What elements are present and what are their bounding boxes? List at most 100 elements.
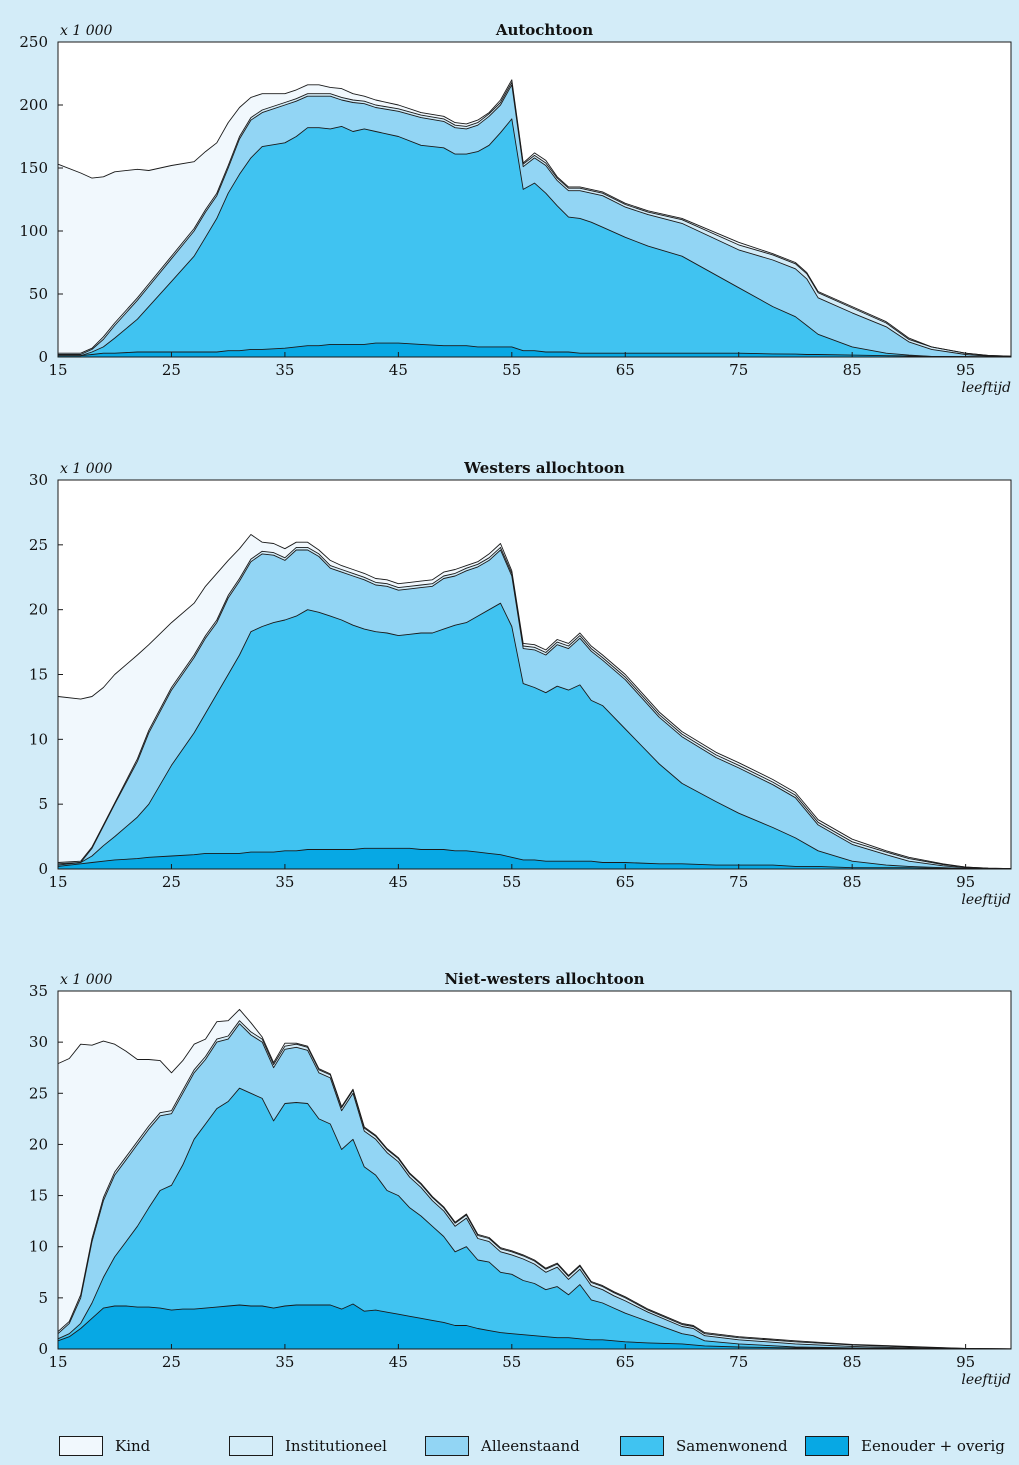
y-unit-label: x 1 000 (60, 972, 113, 988)
legend-item-institutioneel: Institutioneel (229, 1434, 387, 1458)
y-tick-label: 250 (19, 33, 48, 51)
area-samenwonend (58, 118, 1011, 358)
x-tick-label: 65 (616, 1353, 635, 1371)
y-tick-label: 0 (38, 860, 48, 878)
x-tick-label: 25 (162, 361, 181, 379)
x-tick-label: 25 (162, 873, 181, 891)
x-tick-label: 35 (275, 1353, 294, 1371)
x-tick-label: 95 (956, 1353, 975, 1371)
x-axis-label: leeftijd (961, 1372, 1011, 1388)
line-alleenstaand (57, 549, 1012, 870)
legend-item-kind: Kind (59, 1434, 150, 1458)
chart-panel-autochtoon: 0 50 100 150 200 250 15 25 35 45 55 65 75 85 95 Autocht… (19, 21, 1012, 396)
legend-label-alleenstaand: Alleenstaand (481, 1437, 580, 1455)
x-tick-label: 65 (616, 873, 635, 891)
area-eenouder-overig (58, 848, 1011, 869)
x-axis-label: leeftijd (961, 892, 1011, 908)
line-kind (57, 534, 1012, 870)
y-tick-label: 0 (38, 348, 48, 366)
line-alleenstaand (57, 1023, 1012, 1350)
line-eenouder-overig (57, 847, 1012, 870)
y-tick-label: 0 (38, 1340, 48, 1358)
x-tick-label: 85 (843, 361, 862, 379)
line-eenouder-overig (58, 342, 1012, 358)
y-tick-label: 35 (29, 982, 48, 1000)
x-axis-label: leeftijd (961, 380, 1011, 396)
chart-panel-niet-westers-allochtoon: 0 5 10 15 20 25 30 35 15 25 35 45 55 65 75 85 95 Niet-wes… (29, 970, 1012, 1388)
legend-item-eenouder-overig: Eenouder + overig (805, 1434, 1005, 1458)
x-tick-label: 65 (616, 361, 635, 379)
y-unit-label: x 1 000 (60, 461, 113, 477)
x-tick-label: 25 (162, 1353, 181, 1371)
y-tick-label: 200 (19, 96, 48, 114)
x-tick-label: 75 (729, 361, 748, 379)
area-samenwonend (58, 1088, 1011, 1349)
x-tick-label: 45 (389, 873, 408, 891)
chart-legend: Kind Institutioneel Alleenstaand Samenwo… (55, 1430, 1015, 1460)
legend-swatch-kind (59, 1436, 103, 1456)
x-tick-label: 35 (275, 873, 294, 891)
legend-label-eenouder-overig: Eenouder + overig (861, 1437, 1005, 1455)
legend-label-kind: Kind (115, 1437, 151, 1455)
x-tick-label: 35 (275, 361, 294, 379)
x-tick-label: 15 (48, 361, 67, 379)
x-tick-label: 55 (502, 873, 521, 891)
y-tick-label: 25 (29, 1084, 48, 1102)
line-alleenstaand (58, 84, 1012, 358)
x-tick-label: 15 (48, 1353, 67, 1371)
y-tick-label: 20 (29, 601, 48, 619)
chart-panel-westers-allochtoon: 0 5 10 15 20 25 30 15 25 35 45 55 65 75 85 95 Westers al… (29, 459, 1012, 908)
y-unit-label: x 1 000 (60, 23, 113, 39)
line-institutioneel (57, 546, 1012, 870)
x-tick-label: 95 (956, 873, 975, 891)
legend-swatch-institutioneel (229, 1436, 273, 1456)
area-eenouder-overig (58, 343, 1011, 357)
line-institutioneel (57, 1020, 1012, 1350)
y-tick-label: 30 (29, 471, 48, 489)
y-tick-label: 150 (19, 159, 48, 177)
chart-title: Niet-westers allochtoon (444, 970, 644, 988)
y-tick-label: 20 (29, 1135, 48, 1153)
y-tick-label: 100 (19, 222, 48, 240)
x-tick-label: 75 (729, 873, 748, 891)
line-samenwonend (57, 602, 1012, 870)
legend-swatch-samenwonend (620, 1436, 664, 1456)
legend-swatch-alleenstaand (425, 1436, 469, 1456)
x-tick-label: 55 (502, 1353, 521, 1371)
line-samenwonend (58, 118, 1011, 358)
legend-item-samenwonend: Samenwonend (620, 1434, 788, 1458)
chart-title: Autochtoon (495, 21, 593, 39)
y-tick-label: 5 (38, 1289, 48, 1307)
x-tick-label: 15 (48, 873, 67, 891)
line-kind (57, 79, 1012, 357)
y-tick-label: 50 (29, 285, 48, 303)
x-tick-label: 45 (389, 1353, 408, 1371)
y-tick-label: 10 (29, 730, 48, 748)
x-tick-label: 45 (389, 361, 408, 379)
x-tick-label: 95 (956, 361, 975, 379)
area-samenwonend (58, 603, 1011, 869)
x-tick-label: 85 (843, 1353, 862, 1371)
y-tick-label: 5 (38, 795, 48, 813)
line-institutioneel (58, 81, 1012, 357)
plot-frame (57, 41, 1012, 358)
x-tick-label: 85 (843, 873, 862, 891)
y-tick-label: 25 (29, 536, 48, 554)
y-tick-label: 30 (29, 1033, 48, 1051)
line-kind (57, 1008, 1012, 1350)
line-eenouder-overig (57, 1303, 1012, 1350)
y-tick-label: 15 (29, 666, 48, 684)
legend-label-samenwonend: Samenwonend (676, 1437, 788, 1455)
x-tick-label: 55 (502, 361, 521, 379)
legend-label-institutioneel: Institutioneel (285, 1437, 387, 1455)
area-eenouder-overig (58, 1304, 1011, 1349)
x-tick-label: 75 (729, 1353, 748, 1371)
y-tick-label: 10 (29, 1238, 48, 1256)
plot-frame (57, 990, 1012, 1350)
chart-title: Westers allochtoon (463, 459, 625, 477)
legend-item-alleenstaand: Alleenstaand (425, 1434, 580, 1458)
y-tick-label: 15 (29, 1187, 48, 1205)
legend-swatch-eenouder-overig (805, 1436, 849, 1456)
line-samenwonend (57, 1087, 1012, 1350)
